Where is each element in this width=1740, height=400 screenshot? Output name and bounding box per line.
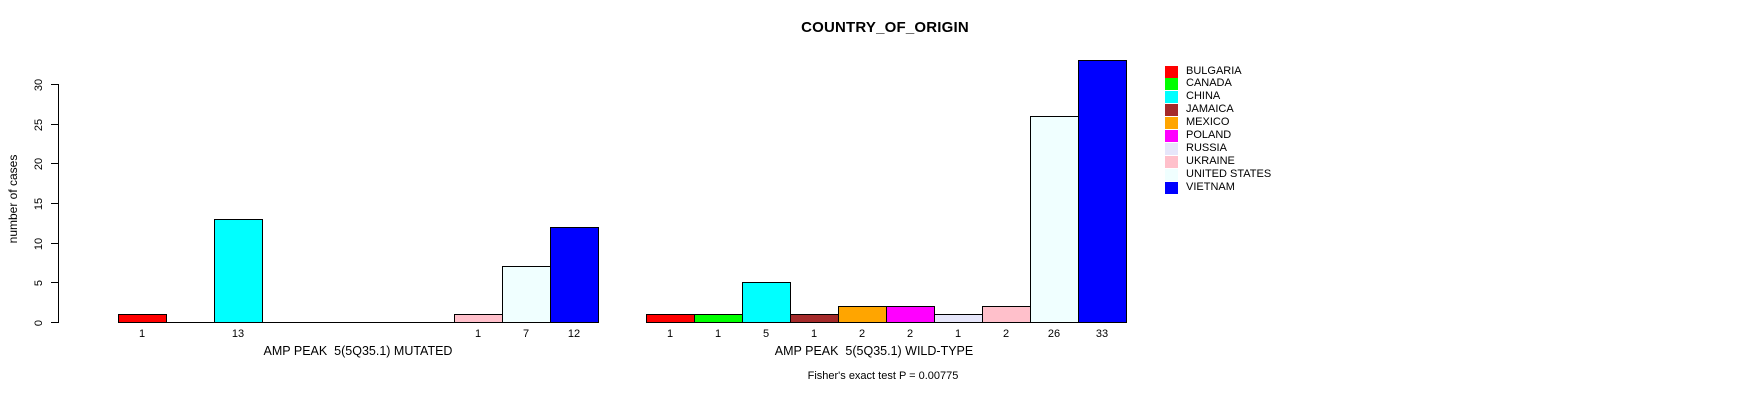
y-tick <box>51 203 59 204</box>
bar-vietnam <box>550 227 599 323</box>
y-tick <box>51 163 59 164</box>
bar-bulgaria <box>118 314 167 323</box>
y-tick-label: 30 <box>33 78 45 91</box>
legend-swatch-vietnam <box>1165 182 1178 194</box>
bar-canada <box>694 314 743 323</box>
legend-label-russia: RUSSIA <box>1186 142 1227 154</box>
legend-swatch-mexico <box>1165 117 1178 129</box>
bar-value-label: 12 <box>567 328 581 340</box>
bar-united-states <box>502 266 551 323</box>
legend-label-ukraine: UKRAINE <box>1186 155 1235 167</box>
bar-value-label: 2 <box>858 328 866 340</box>
y-tick-label: 15 <box>33 197 45 210</box>
legend-swatch-jamaica <box>1165 104 1178 116</box>
bar-china <box>214 219 263 323</box>
y-tick-label: 0 <box>33 319 45 326</box>
bar-value-label: 1 <box>954 328 962 340</box>
bar-united-states <box>1030 116 1079 323</box>
legend-label-mexico: MEXICO <box>1186 116 1230 128</box>
bar-value-label: 1 <box>714 328 722 340</box>
bar-value-label: 1 <box>138 328 146 340</box>
y-tick <box>51 243 59 244</box>
bar-value-label: 5 <box>762 328 770 340</box>
y-tick <box>51 282 59 283</box>
y-axis-label: number of cases <box>6 154 20 244</box>
bar-value-label: 1 <box>666 328 674 340</box>
y-tick-label: 25 <box>33 118 45 131</box>
legend-label-china: CHINA <box>1186 90 1221 102</box>
group-label-wildtype: AMP PEAK 5(5Q35.1) WILD-TYPE <box>774 344 974 358</box>
legend-label-canada: CANADA <box>1186 77 1232 89</box>
legend-swatch-bulgaria <box>1165 66 1178 78</box>
y-tick <box>51 124 59 125</box>
bar-value-label: 33 <box>1095 328 1109 340</box>
legend-label-vietnam: VIETNAM <box>1186 181 1235 193</box>
bar-value-label: 7 <box>522 328 530 340</box>
legend-swatch-ukraine <box>1165 156 1178 168</box>
group-label-mutated: AMP PEAK 5(5Q35.1) MUTATED <box>263 344 453 358</box>
group-baseline <box>118 322 599 323</box>
bar-value-label: 26 <box>1047 328 1061 340</box>
legend-label-poland: POLAND <box>1186 129 1232 141</box>
legend-swatch-russia <box>1165 143 1178 155</box>
bar-russia <box>934 314 983 323</box>
bar-value-label: 1 <box>810 328 818 340</box>
bar-mexico <box>838 306 887 323</box>
bar-value-label: 1 <box>474 328 482 340</box>
legend-swatch-canada <box>1165 78 1178 90</box>
legend-swatch-poland <box>1165 130 1178 142</box>
y-tick-label: 20 <box>33 157 45 170</box>
y-tick-label: 10 <box>33 237 45 250</box>
bar-value-label: 13 <box>231 328 245 340</box>
chart-title: COUNTRY_OF_ORIGIN <box>801 19 969 36</box>
legend-swatch-united-states <box>1165 169 1178 181</box>
bar-vietnam <box>1078 60 1127 323</box>
y-tick <box>51 322 59 323</box>
legend-label-jamaica: JAMAICA <box>1186 103 1234 115</box>
bar-value-label: 2 <box>1002 328 1010 340</box>
legend-swatch-china <box>1165 91 1178 103</box>
bar-jamaica <box>790 314 839 323</box>
y-tick-label: 5 <box>33 279 45 286</box>
bar-poland <box>886 306 935 323</box>
bar-ukraine <box>454 314 503 323</box>
bar-bulgaria <box>646 314 695 323</box>
bar-ukraine <box>982 306 1031 323</box>
fisher-test-annotation: Fisher's exact test P = 0.00775 <box>807 370 959 382</box>
legend-label-united-states: UNITED STATES <box>1186 168 1272 180</box>
y-tick <box>51 84 59 85</box>
bar-value-label: 2 <box>906 328 914 340</box>
bar-china <box>742 282 791 323</box>
legend-label-bulgaria: BULGARIA <box>1186 65 1242 77</box>
